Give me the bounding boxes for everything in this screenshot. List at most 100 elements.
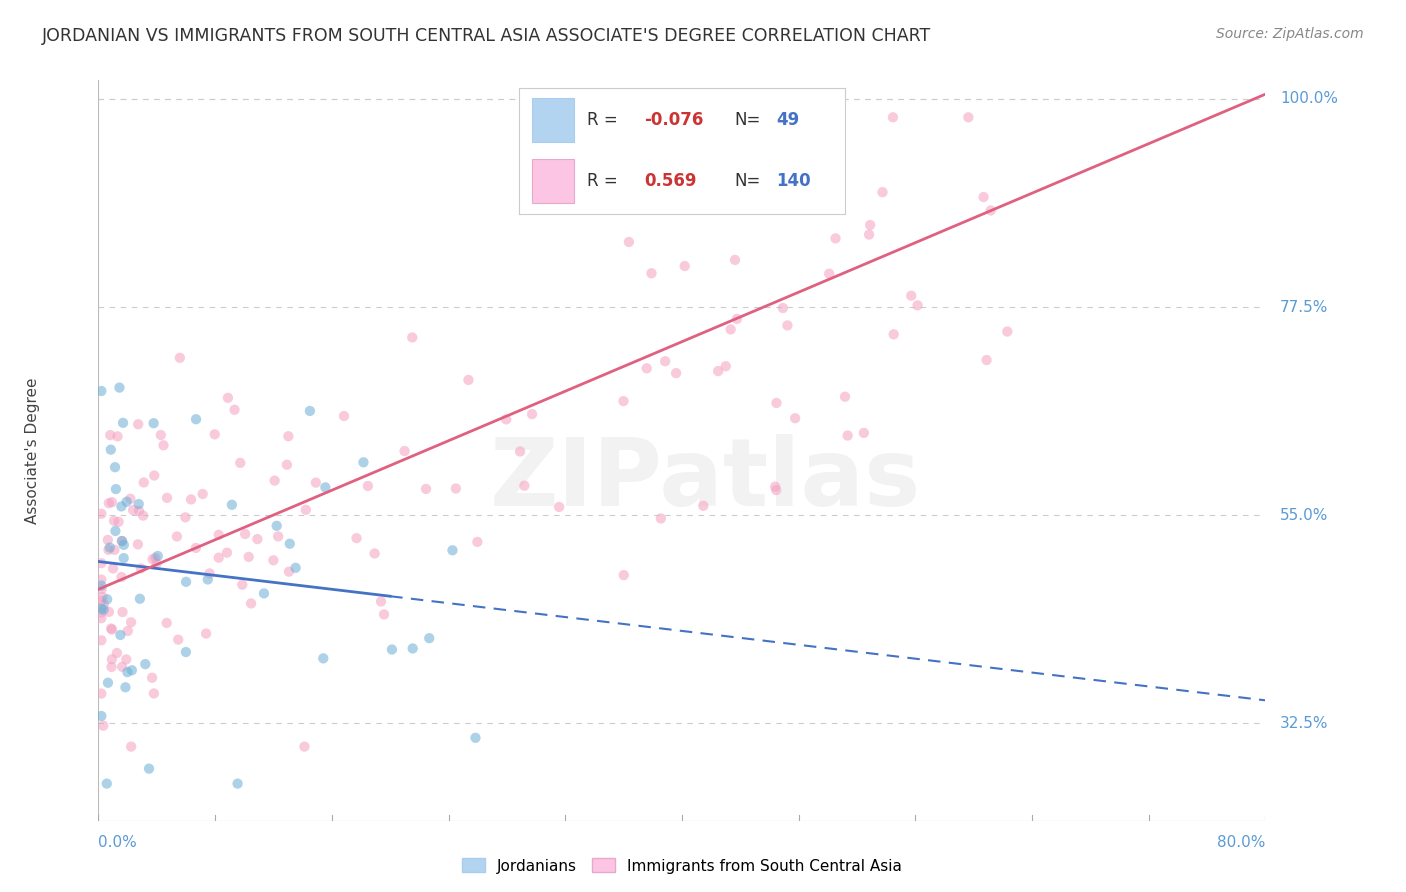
Point — [112, 416, 135, 430]
Point — [610, 149, 633, 163]
Point — [104, 460, 127, 475]
Point — [91, 719, 114, 733]
Point — [90, 507, 112, 521]
Point — [142, 416, 165, 430]
Point — [142, 552, 165, 566]
Point — [111, 660, 134, 674]
Point — [240, 596, 263, 610]
Point — [314, 480, 336, 494]
Point — [221, 498, 243, 512]
Point — [100, 660, 122, 674]
Point — [824, 231, 846, 245]
Point — [100, 442, 122, 457]
Point — [233, 527, 256, 541]
Point — [852, 425, 875, 440]
Point — [96, 592, 118, 607]
Point — [765, 396, 787, 410]
Point — [973, 190, 995, 204]
Point — [111, 534, 134, 549]
Point — [97, 605, 120, 619]
Text: ZIPatlas: ZIPatlas — [489, 434, 921, 526]
Point — [141, 671, 163, 685]
Point — [121, 663, 143, 677]
Point — [772, 301, 794, 315]
Point — [673, 259, 696, 273]
Point — [107, 515, 129, 529]
Point — [548, 500, 571, 514]
Point — [128, 504, 150, 518]
Point — [883, 327, 905, 342]
Point — [149, 428, 172, 442]
Point — [513, 479, 536, 493]
Point — [120, 615, 142, 630]
Point — [763, 480, 786, 494]
Point — [101, 652, 124, 666]
Point — [104, 482, 127, 496]
Point — [156, 615, 179, 630]
Point — [267, 529, 290, 543]
Point — [295, 503, 318, 517]
Point — [276, 458, 298, 472]
Point — [112, 538, 135, 552]
Point — [907, 298, 929, 312]
Point — [837, 428, 859, 442]
Point — [333, 409, 356, 423]
Point — [166, 529, 188, 543]
Point — [208, 528, 231, 542]
Point — [441, 543, 464, 558]
Point — [714, 359, 737, 374]
Point — [613, 568, 636, 582]
Point — [262, 553, 284, 567]
Point — [980, 203, 1002, 218]
Point — [90, 633, 112, 648]
Point — [128, 497, 150, 511]
Point — [224, 402, 246, 417]
Point — [129, 561, 152, 575]
Point — [90, 384, 112, 398]
Point — [120, 491, 142, 506]
Point — [146, 549, 169, 563]
Point — [191, 487, 214, 501]
Point — [818, 267, 841, 281]
Point — [294, 739, 316, 754]
Point — [394, 444, 416, 458]
Point — [444, 482, 467, 496]
Point — [120, 739, 142, 754]
Point — [145, 557, 167, 571]
Point — [122, 503, 145, 517]
Point — [100, 622, 122, 636]
Point — [112, 551, 135, 566]
Point — [415, 482, 437, 496]
Point — [97, 542, 120, 557]
Point — [298, 404, 321, 418]
Point — [208, 550, 231, 565]
Point — [858, 227, 880, 242]
Point — [231, 578, 253, 592]
Point — [103, 542, 125, 557]
Point — [381, 642, 404, 657]
Point — [90, 573, 112, 587]
Point — [720, 322, 742, 336]
Point — [90, 687, 112, 701]
Point — [101, 623, 124, 637]
Point — [97, 496, 120, 510]
Point — [93, 602, 115, 616]
Point — [263, 474, 285, 488]
Point — [111, 534, 134, 549]
Text: JORDANIAN VS IMMIGRANTS FROM SOUTH CENTRAL ASIA ASSOCIATE'S DEGREE CORRELATION C: JORDANIAN VS IMMIGRANTS FROM SOUTH CENTR… — [42, 27, 931, 45]
Point — [204, 427, 226, 442]
Point — [785, 411, 807, 425]
Text: 32.5%: 32.5% — [1279, 716, 1329, 731]
Point — [724, 252, 747, 267]
Text: Associate's Degree: Associate's Degree — [25, 377, 41, 524]
Point — [184, 541, 207, 555]
Point — [90, 606, 112, 620]
Point — [167, 632, 190, 647]
Point — [346, 531, 368, 545]
Point — [353, 455, 375, 469]
Point — [277, 429, 299, 443]
Point — [238, 549, 260, 564]
Point — [90, 578, 112, 592]
Point — [401, 330, 423, 344]
Point — [127, 417, 149, 432]
